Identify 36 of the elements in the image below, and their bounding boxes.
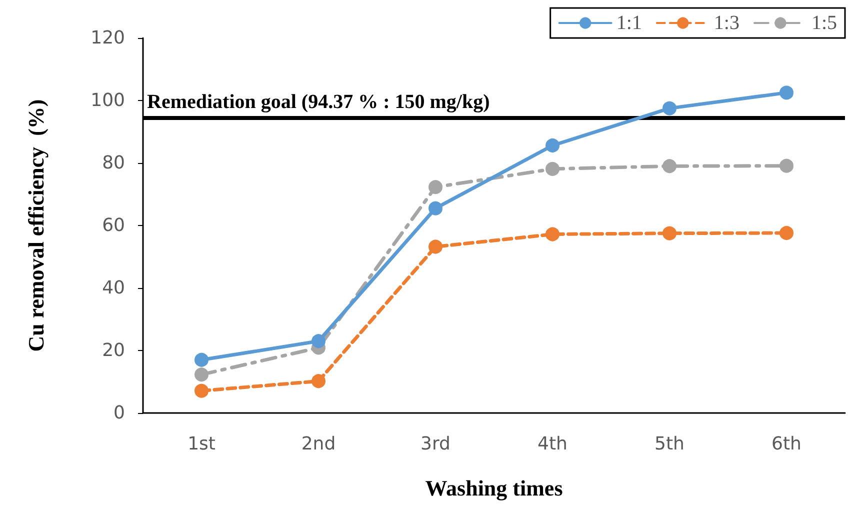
- point: [428, 180, 442, 194]
- point: [780, 226, 794, 240]
- point: [546, 162, 560, 176]
- y-tick-label: 80: [102, 152, 125, 174]
- point: [546, 138, 560, 152]
- y-tick-label: 120: [90, 28, 125, 48]
- x-tick-label: 3rd: [420, 434, 450, 454]
- y-tick-label: 100: [90, 90, 125, 111]
- point: [662, 159, 676, 174]
- x-axis-title: Washing times: [425, 476, 564, 500]
- legend-label: 1:5: [811, 12, 838, 34]
- point: [194, 352, 208, 367]
- x-tick-label: 6th: [772, 434, 802, 454]
- y-tick-label: 40: [102, 278, 125, 298]
- y-tick-label: 20: [102, 340, 125, 361]
- y-tick-label: 60: [102, 215, 125, 236]
- x-tick-label: 4th: [538, 434, 568, 454]
- x-tick-label: 2nd: [301, 434, 336, 454]
- point: [546, 227, 560, 242]
- point: [428, 240, 442, 254]
- legend-label: 1:3: [714, 12, 740, 34]
- point: [662, 101, 676, 116]
- point: [312, 334, 326, 348]
- x-tick-label: 5th: [654, 434, 684, 454]
- point: [194, 368, 208, 382]
- point: [312, 374, 326, 388]
- y-axis-title: Cu removal efficiency (%): [24, 99, 48, 352]
- point: [194, 384, 208, 398]
- point: [780, 158, 794, 173]
- point: [662, 226, 676, 240]
- ref-line-label: Remediation goal (94.37 % : 150 mg/kg): [147, 91, 490, 114]
- point: [780, 86, 794, 100]
- point: [428, 201, 442, 216]
- y-tick-label: 0: [114, 402, 125, 424]
- legend-label: 1:1: [616, 12, 642, 34]
- x-tick-label: 1st: [188, 434, 216, 454]
